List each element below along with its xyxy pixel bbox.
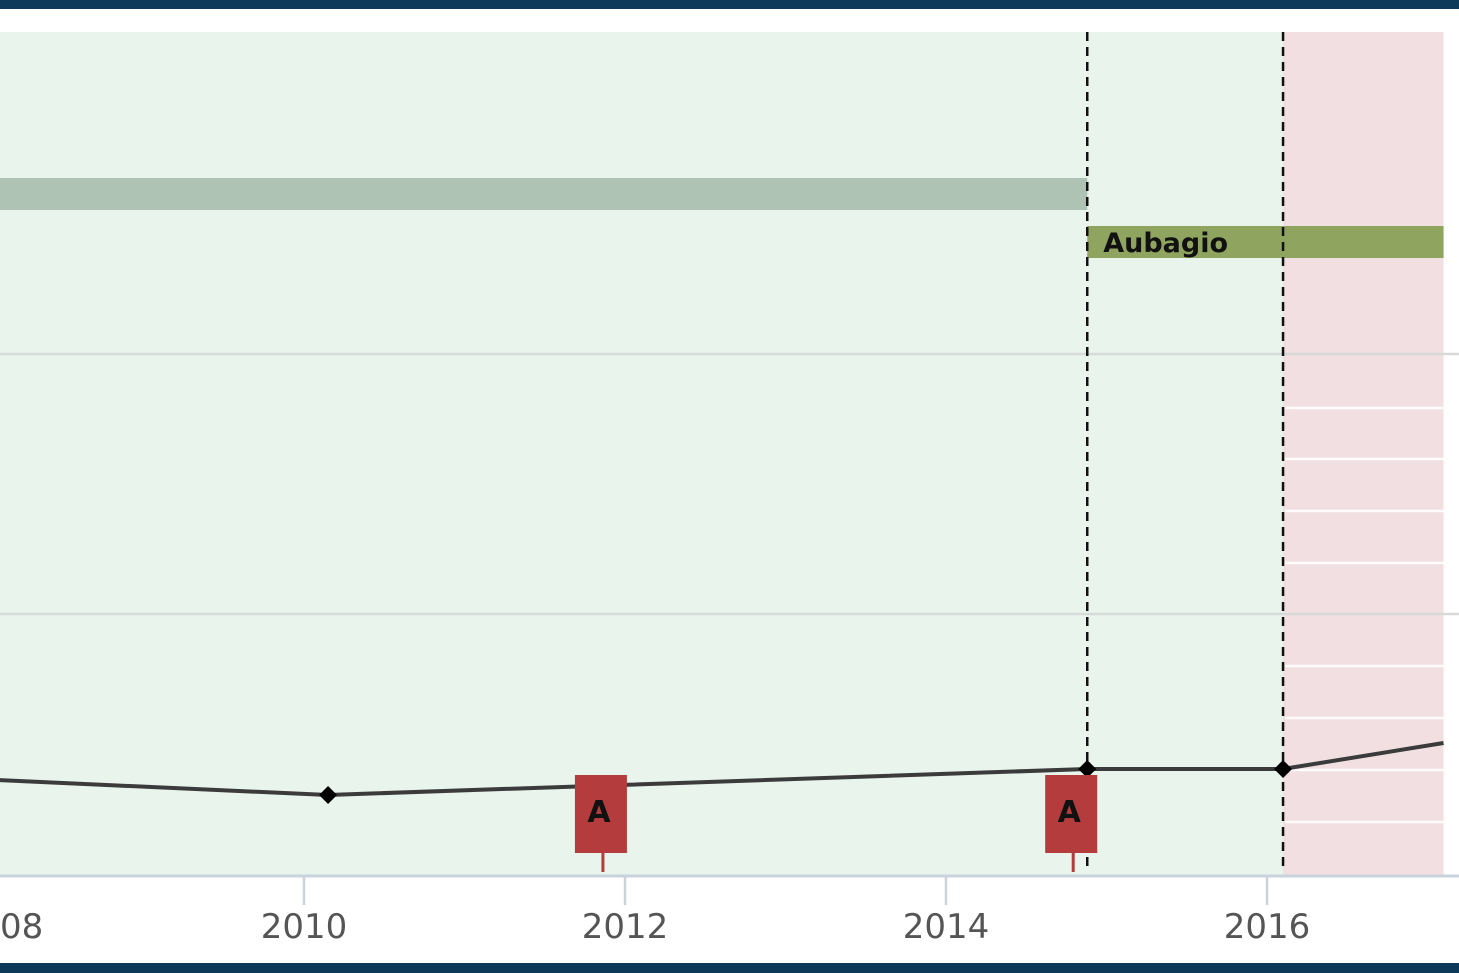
relapse-marker: A bbox=[1045, 775, 1098, 872]
relapse-flag bbox=[1045, 775, 1098, 853]
x-tick-label: 2014 bbox=[903, 907, 990, 947]
x-tick-label: 2016 bbox=[1224, 907, 1311, 947]
relapse-label: A bbox=[1058, 795, 1082, 830]
x-tick-label: 2010 bbox=[261, 907, 348, 947]
therapy-bars: Aubagio bbox=[0, 178, 1444, 259]
series-point bbox=[1078, 760, 1097, 778]
x-axis: 08 2010 2012 2014 2016 bbox=[0, 874, 1459, 947]
series-group bbox=[0, 741, 1444, 804]
bottom-frame-bar bbox=[0, 963, 1459, 973]
relapse-flag bbox=[574, 775, 627, 853]
x-tick-label: 2012 bbox=[582, 907, 669, 947]
therapy-bar bbox=[1087, 226, 1444, 258]
therapy-change-lines bbox=[1085, 32, 1285, 868]
period-band-0 bbox=[0, 32, 1284, 875]
period-band-1 bbox=[1283, 32, 1444, 875]
series-point bbox=[1274, 760, 1293, 778]
relapse-label: A bbox=[587, 795, 611, 830]
therapy-bar bbox=[0, 178, 1088, 210]
top-frame-bar bbox=[0, 0, 1459, 9]
series-point bbox=[319, 786, 338, 804]
gridlines bbox=[0, 352, 1459, 824]
relapse-marker: A bbox=[574, 775, 627, 872]
therapy-label: Aubagio bbox=[1103, 228, 1228, 259]
x-tick-label: 08 bbox=[0, 907, 43, 947]
period-bands bbox=[0, 32, 1444, 875]
